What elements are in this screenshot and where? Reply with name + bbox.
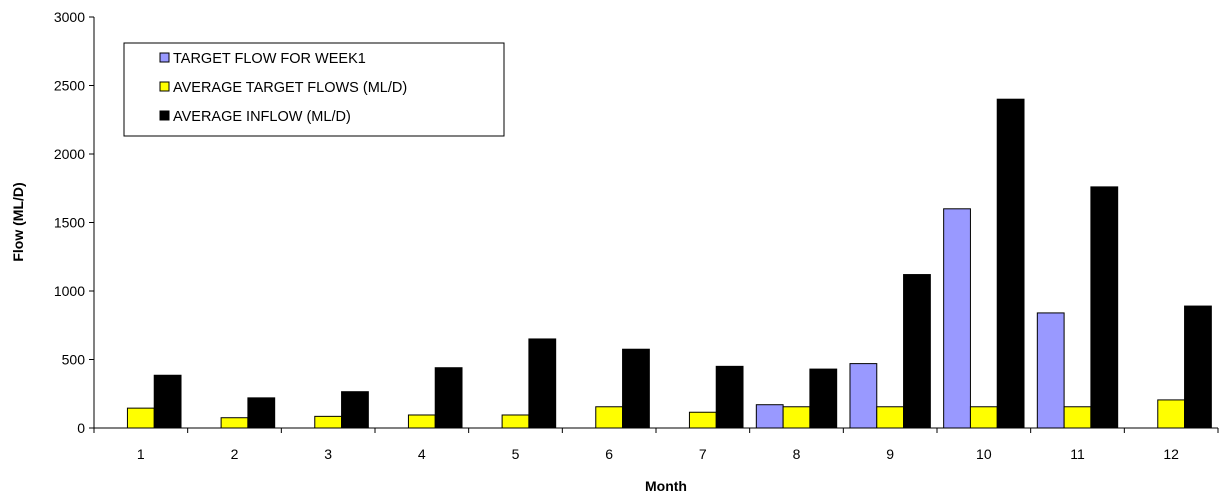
bar-series-2-month-12 — [1157, 399, 1186, 429]
bar-series-3-month-8 — [809, 368, 838, 429]
bar-series-2-month-1 — [126, 407, 155, 429]
bar-series-3-month-11 — [1090, 186, 1119, 429]
y-tick-label: 0 — [77, 420, 85, 436]
x-tick-label: 5 — [512, 446, 520, 462]
y-tick-label: 500 — [62, 352, 86, 368]
x-axis: 1 2 3 4 5 6 7 8 9 10 11 12 — [93, 427, 1219, 462]
legend: TARGET FLOW FOR WEEK1 AVERAGE TARGET FLOW… — [123, 42, 505, 137]
bar-series-3-month-6 — [622, 348, 650, 429]
bar-series-3-month-5 — [528, 338, 557, 429]
x-tick-label: 11 — [1070, 446, 1085, 462]
bar-series-1-month-10 — [943, 208, 971, 429]
y-axis-title: Flow (ML/D) — [10, 182, 26, 261]
legend-box — [123, 42, 505, 137]
x-tick-label: 3 — [324, 446, 332, 462]
x-tick-label: 2 — [231, 446, 239, 462]
bar-series-3-month-9 — [903, 274, 931, 429]
legend-label: TARGET FLOW FOR WEEK1 — [173, 51, 366, 67]
bar-series-2-month-7 — [688, 411, 717, 429]
legend-label: AVERAGE TARGET FLOWS (ML/D) — [173, 80, 407, 96]
x-axis-title: Month — [645, 478, 687, 494]
bar-series-3-month-4 — [434, 367, 463, 429]
x-tick-label: 6 — [605, 446, 613, 462]
y-tick-label: 1500 — [54, 215, 85, 231]
y-tick-label: 2000 — [54, 146, 85, 162]
legend-swatch — [159, 110, 170, 121]
bar-series-3-month-3 — [341, 391, 369, 429]
x-tick-label: 4 — [418, 446, 426, 462]
bar-series-3-month-10 — [996, 98, 1025, 429]
bar-series-2-month-2 — [220, 417, 249, 429]
bar-series-2-month-5 — [501, 414, 530, 429]
bar-series-3-month-1 — [153, 374, 182, 429]
bar-series-3-month-7 — [715, 365, 744, 429]
bar-series-1-month-8 — [755, 404, 784, 429]
bar-series-2-month-10 — [969, 406, 998, 429]
legend-label: AVERAGE INFLOW (ML/D) — [173, 109, 351, 125]
legend-swatch — [159, 81, 170, 92]
bar-series-2-month-11 — [1063, 406, 1092, 429]
x-tick-label: 1 — [137, 446, 145, 462]
y-tick-label: 1000 — [54, 283, 85, 299]
bar-series-3-month-2 — [247, 397, 276, 429]
bar-series-2-month-6 — [595, 406, 624, 429]
y-tick-label: 2500 — [54, 78, 85, 94]
x-tick-label: 8 — [793, 446, 801, 462]
bar-series-2-month-4 — [407, 414, 436, 429]
bars-layer — [126, 98, 1212, 429]
bar-series-2-month-9 — [876, 406, 905, 429]
bar-series-1-month-11 — [1036, 312, 1065, 429]
x-tick-label: 9 — [886, 446, 894, 462]
bar-series-3-month-12 — [1184, 305, 1212, 429]
y-tick-label: 3000 — [54, 9, 85, 25]
y-axis: 0 500 1000 1500 2000 2500 3000 — [54, 9, 95, 436]
bar-series-2-month-3 — [314, 415, 343, 429]
x-tick-label: 10 — [976, 446, 992, 462]
bar-series-2-month-8 — [782, 406, 811, 429]
bar-series-1-month-9 — [849, 363, 878, 429]
x-tick-label: 12 — [1163, 446, 1179, 462]
x-tick-label: 7 — [699, 446, 707, 462]
legend-swatch — [159, 52, 170, 63]
